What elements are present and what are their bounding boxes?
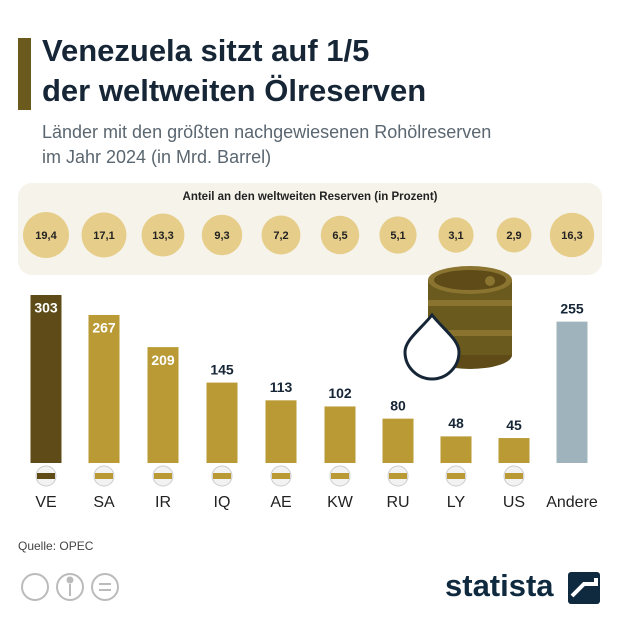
share-bubble [81,212,127,258]
value-label: 303 [34,300,58,316]
flag-stripe [213,473,231,479]
share-label: 5,1 [390,230,405,242]
bar [88,314,120,463]
value-label: 80 [390,397,406,413]
chart-title: der weltweiten Ölreserven [42,73,426,108]
share-bubble [496,217,532,253]
bar [147,347,179,463]
subtitle: Länder mit den größten nachgewiesenen Ro… [42,122,491,142]
bar [498,438,530,463]
brand-logo [568,572,600,604]
share-bubble [23,212,69,258]
license-icons [21,573,119,601]
flag-stripe [154,473,172,479]
share-bubble [261,215,301,255]
source: Quelle: OPEC [18,539,94,553]
value-label: 113 [270,379,293,395]
bar [440,436,472,463]
flag-stripe [95,473,113,479]
subtitle: im Jahr 2024 (in Mrd. Barrel) [42,147,271,167]
x-tick-label: RU [386,494,409,511]
flag-stripe [389,473,407,479]
share-label: 3,1 [448,230,463,242]
share-bubble [320,215,360,255]
bar [30,295,62,463]
value-label: 255 [560,300,584,316]
share-label: 2,9 [506,230,521,242]
bar [382,418,414,463]
share-label: 16,3 [561,230,582,242]
flag-stripe [447,473,465,479]
value-label: 145 [210,361,234,377]
x-tick-label: IR [155,494,171,511]
flag-stripe [272,473,290,479]
value-label: 267 [92,320,116,336]
x-tick-label: IQ [214,494,231,511]
x-tick-label: AE [270,494,291,511]
bar [206,382,238,463]
flag-stripe [331,473,349,479]
x-tick-label: SA [93,494,115,511]
flag-stripe [505,473,523,479]
x-tick-label: LY [447,494,466,511]
value-label: 48 [448,415,464,431]
bar [265,400,297,463]
share-label: 7,2 [273,230,288,242]
value-label: 102 [328,385,352,401]
chart-title: Venezuela sitzt auf 1/5 [42,33,369,68]
x-tick-label: KW [327,494,354,511]
share-bubble [549,212,595,258]
barrel-icon [403,266,512,381]
flag-stripe [37,473,55,479]
share-bubble [141,213,185,257]
share-label: 19,4 [35,230,57,242]
x-tick-label: VE [35,494,56,511]
bar [556,321,588,463]
x-tick-label: US [503,494,525,511]
share-bubble [438,217,474,253]
accent-bar [18,38,31,110]
value-label: 209 [151,352,175,368]
share-bubble [201,214,243,256]
share-label: 17,1 [93,230,114,242]
share-title: Anteil an den weltweiten Reserven (in Pr… [183,191,438,203]
x-tick-label: Andere [546,494,598,511]
bar [324,406,356,463]
value-label: 45 [506,417,522,433]
brand: statista [445,568,554,603]
share-label: 13,3 [152,230,173,242]
share-label: 9,3 [214,230,229,242]
share-bubble [379,216,417,254]
share-label: 6,5 [332,230,347,242]
